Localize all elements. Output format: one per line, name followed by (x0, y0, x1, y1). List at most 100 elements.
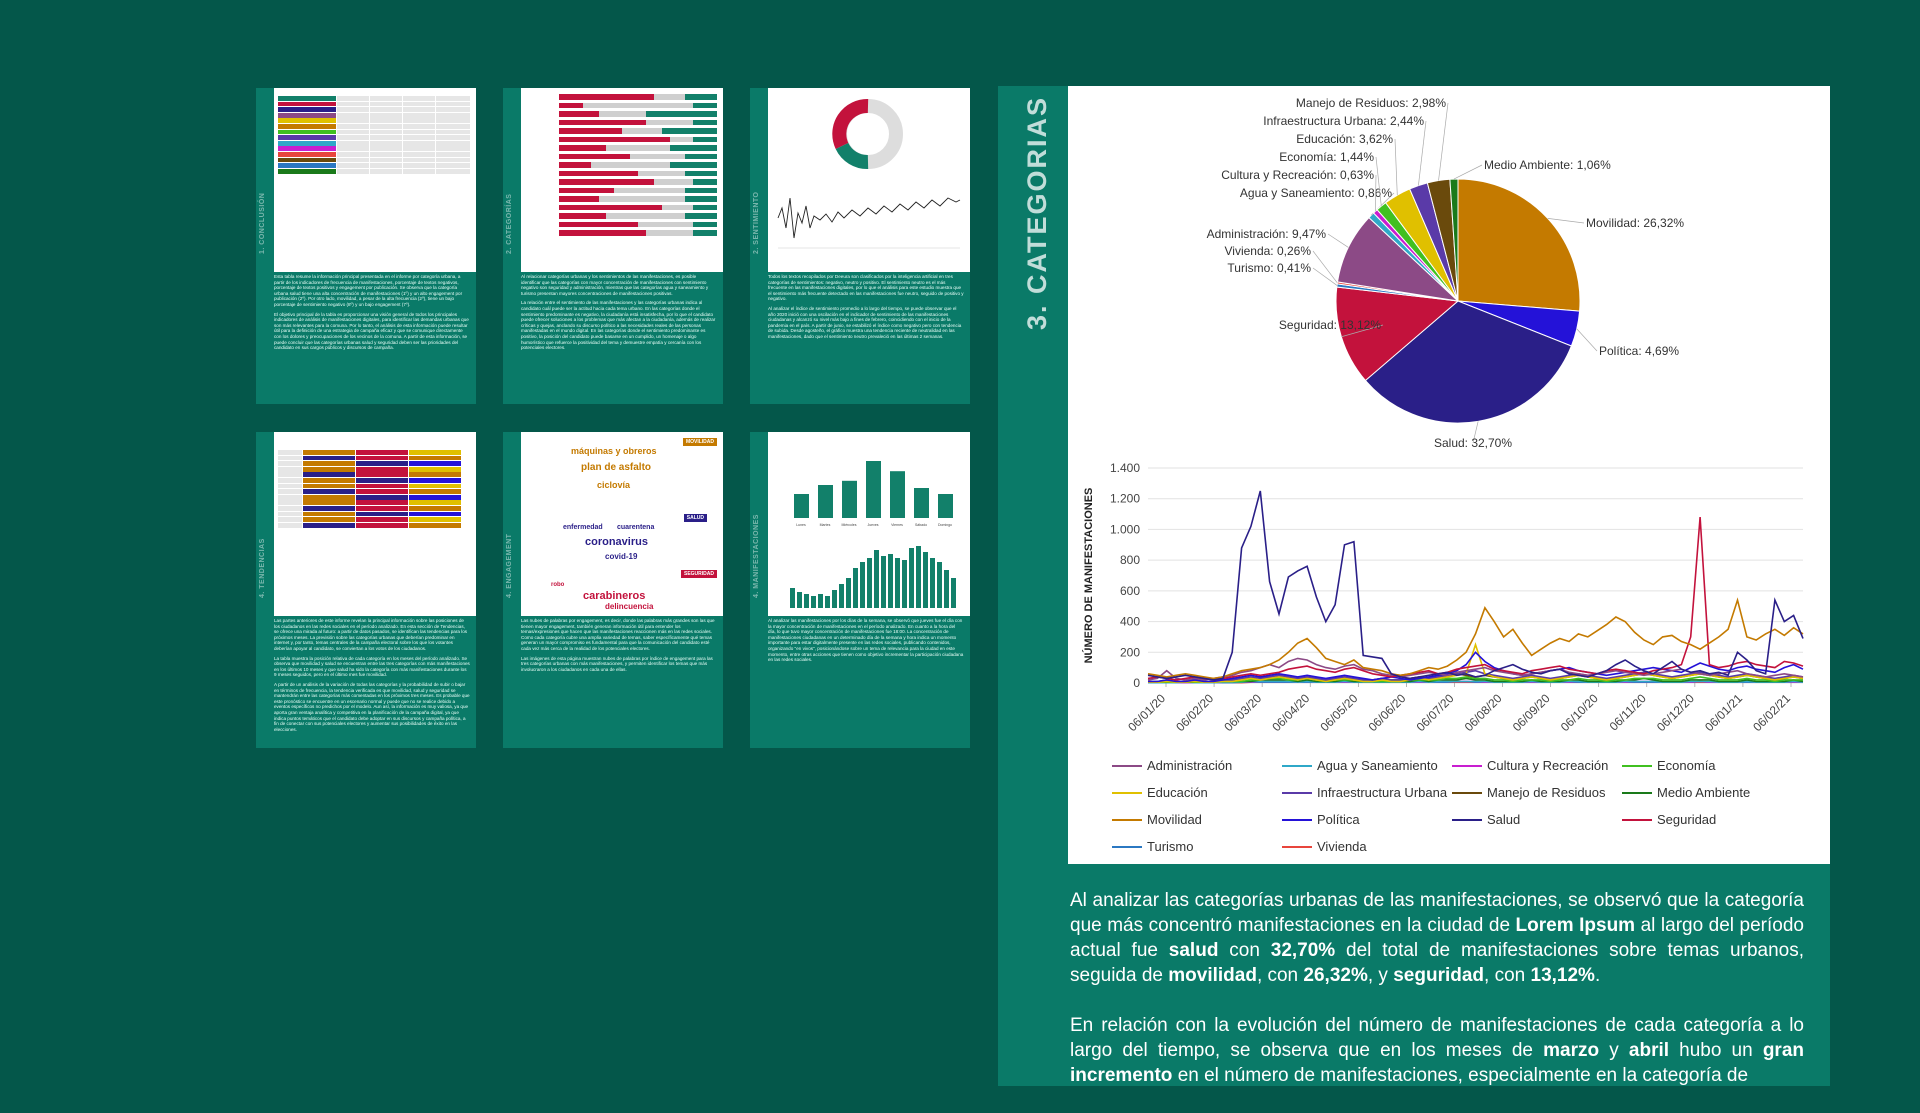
pie-leader-line (1547, 218, 1585, 224)
x-tick-label: 06/05/20 (1317, 691, 1360, 734)
thumbnail-section-label: 2. CATEGORÍAS (506, 193, 513, 254)
legend-label: Salud (1487, 812, 1521, 827)
x-tick-label: 06/01/21 (1702, 691, 1745, 734)
wordcloud-word: carabineros (583, 590, 646, 602)
legend-swatch (1112, 845, 1142, 848)
thumbnail-text: Al analizar las manifestaciones por los … (768, 618, 964, 663)
legend-swatch (1622, 791, 1652, 794)
legend-swatch (1112, 791, 1142, 794)
y-axis-label: NÚMERO DE MANIFESTACIONES (1082, 488, 1095, 664)
y-tick-label: 1.000 (1110, 522, 1140, 536)
page-thumbnail-manifestaciones[interactable]: 4. MANIFESTACIONES Lunes Martes Miércoles J… (750, 432, 970, 748)
page-thumbnail-categorias[interactable]: 2. CATEGORÍAS Al relacionar categorías u… (503, 88, 723, 404)
pie-slice (1457, 178, 1581, 312)
legend-item: Salud (1452, 812, 1520, 827)
x-tick-label: 06/10/20 (1558, 691, 1601, 734)
legend-item: Seguridad (1622, 812, 1716, 827)
wordcloud-word: delincuencia (605, 602, 654, 611)
legend-item: Movilidad (1112, 812, 1202, 827)
legend-item: Infraestructura Urbana (1282, 785, 1447, 800)
wordcloud-word: coronavirus (585, 536, 648, 548)
svg-text:Martes: Martes (820, 523, 831, 527)
thumbnail-section-label: 1. CONCLUSIÓN (259, 192, 266, 254)
x-tick-label: 06/04/20 (1269, 691, 1312, 734)
pie-leader-line (1327, 233, 1349, 248)
legend-item: Educación (1112, 785, 1208, 800)
section-title: 3. CATEGORIAS (1022, 95, 1052, 330)
paragraph-1: Al analizar las categorías urbanas de la… (1070, 890, 1804, 986)
x-tick-label: 06/07/20 (1414, 691, 1457, 734)
series-line (1148, 680, 1804, 684)
thumbnail-summary-table (274, 88, 476, 272)
thumbnail-section-label: 4. ENGAGEMENT (506, 533, 513, 598)
svg-text:Miércoles: Miércoles (842, 523, 857, 527)
paragraph-2: En relación con la evolución del número … (1070, 1015, 1805, 1086)
pie-slice-label: Medio Ambiente: 1,06% (1484, 158, 1611, 172)
series-line (1148, 641, 1804, 683)
y-tick-label: 800 (1120, 553, 1140, 567)
pie-leader-line (1375, 156, 1382, 207)
y-tick-label: 600 (1120, 584, 1140, 598)
page-thumbnail-engagement[interactable]: 4. ENGAGEMENT MOVILIDAD máquinas y obrer… (503, 432, 723, 748)
legend-item: Turismo (1112, 839, 1193, 854)
thumbnail-text: Todos los textos recopilados por Deeura … (768, 274, 964, 339)
y-tick-label: 400 (1120, 615, 1140, 629)
wordcloud-tag: SEGURIDAD (680, 570, 717, 578)
thumbnail-section-label: 2. SENTIMIENTO (753, 191, 760, 255)
legend-swatch (1452, 791, 1482, 794)
thumbnail-text: Esta tabla resume la información princip… (274, 274, 469, 351)
wordcloud-word: cuarentena (617, 524, 655, 531)
thumbnail-text: Las nubes de palabras por engagement, es… (521, 618, 715, 672)
thumbnail-stacked-bars (521, 88, 723, 272)
pie-slice-label: Movilidad: 26,32% (1586, 216, 1684, 230)
pie-slice-label: Economía: 1,44% (1279, 150, 1374, 164)
legend-item: Manejo de Residuos (1452, 785, 1606, 800)
pie-slice-label: Educación: 3,62% (1296, 132, 1393, 146)
page-thumbnail-tendencias[interactable]: 4. TENDENCIAS Las partes anteriores de e… (256, 432, 476, 748)
legend-label: Vivienda (1317, 839, 1367, 854)
pie-slice-label: Cultura y Recreación: 0,63% (1221, 168, 1374, 182)
series-line (1147, 490, 1804, 681)
series-line (1147, 597, 1804, 680)
pie-leader-line (1453, 164, 1483, 180)
chart-panel: Movilidad: 26,32% Política: 4,69% Salud: 3… (1068, 86, 1830, 864)
svg-text:Lunes: Lunes (796, 523, 806, 527)
legend-label: Administración (1147, 758, 1233, 773)
legend-item: Economía (1622, 758, 1716, 773)
legend-label: Medio Ambiente (1657, 785, 1751, 800)
legend-swatch (1112, 818, 1142, 821)
pie-slice-label: Turismo: 0,41% (1227, 261, 1311, 275)
legend-label: Cultura y Recreación (1487, 758, 1609, 773)
legend-item: Cultura y Recreación (1452, 758, 1608, 773)
thumbnail-wordclouds: MOVILIDAD máquinas y obreros plan de asf… (521, 432, 723, 616)
legend-label: Educación (1147, 785, 1208, 800)
pie-slice-label: Infraestructura Urbana: 2,44% (1263, 114, 1424, 128)
legend-swatch (1622, 764, 1652, 767)
pie-slice-label: Salud: 32,70% (1434, 436, 1512, 450)
legend-label: Manejo de Residuos (1487, 785, 1606, 800)
x-tick-label: 06/03/20 (1221, 691, 1264, 734)
legend-label: Infraestructura Urbana (1317, 785, 1448, 800)
pie-slice-label: Manejo de Residuos: 2,98% (1296, 96, 1446, 110)
pie-slice (1364, 300, 1573, 424)
wordcloud-word: enfermedad (563, 524, 603, 531)
x-tick-label: 06/09/20 (1510, 691, 1553, 734)
y-tick-label: 0 (1133, 676, 1140, 690)
series-line (1148, 651, 1804, 683)
thumbnail-sentiment-charts (768, 88, 970, 272)
pie-leader-line (1374, 174, 1377, 212)
pie-slice-label: Política: 4,69% (1599, 344, 1679, 358)
thumbnail-bar-charts: Lunes Martes Miércoles Jueves Viernes Sábado D… (768, 432, 970, 616)
x-tick-label: 06/08/20 (1462, 691, 1505, 734)
wordcloud-word: covid-19 (605, 552, 638, 561)
legend-swatch (1112, 764, 1142, 767)
page-thumbnail-sentimiento[interactable]: 2. SENTIMIENTO Todos los textos recopila… (750, 88, 970, 404)
x-tick-label: 06/02/20 (1173, 691, 1216, 734)
legend-label: Movilidad (1147, 812, 1202, 827)
thumbnail-text: Las partes anteriores de este informe re… (274, 618, 470, 732)
page-thumbnail-conclusion[interactable]: 1. CONCLUSIÓN Esta tabla resume la infor… (256, 88, 476, 404)
y-tick-label: 200 (1120, 645, 1140, 659)
pie-leader-line (1418, 120, 1427, 186)
legend-label: Economía (1657, 758, 1716, 773)
thumbnail-text: Al relacionar categorías urbanas y los s… (521, 274, 716, 351)
